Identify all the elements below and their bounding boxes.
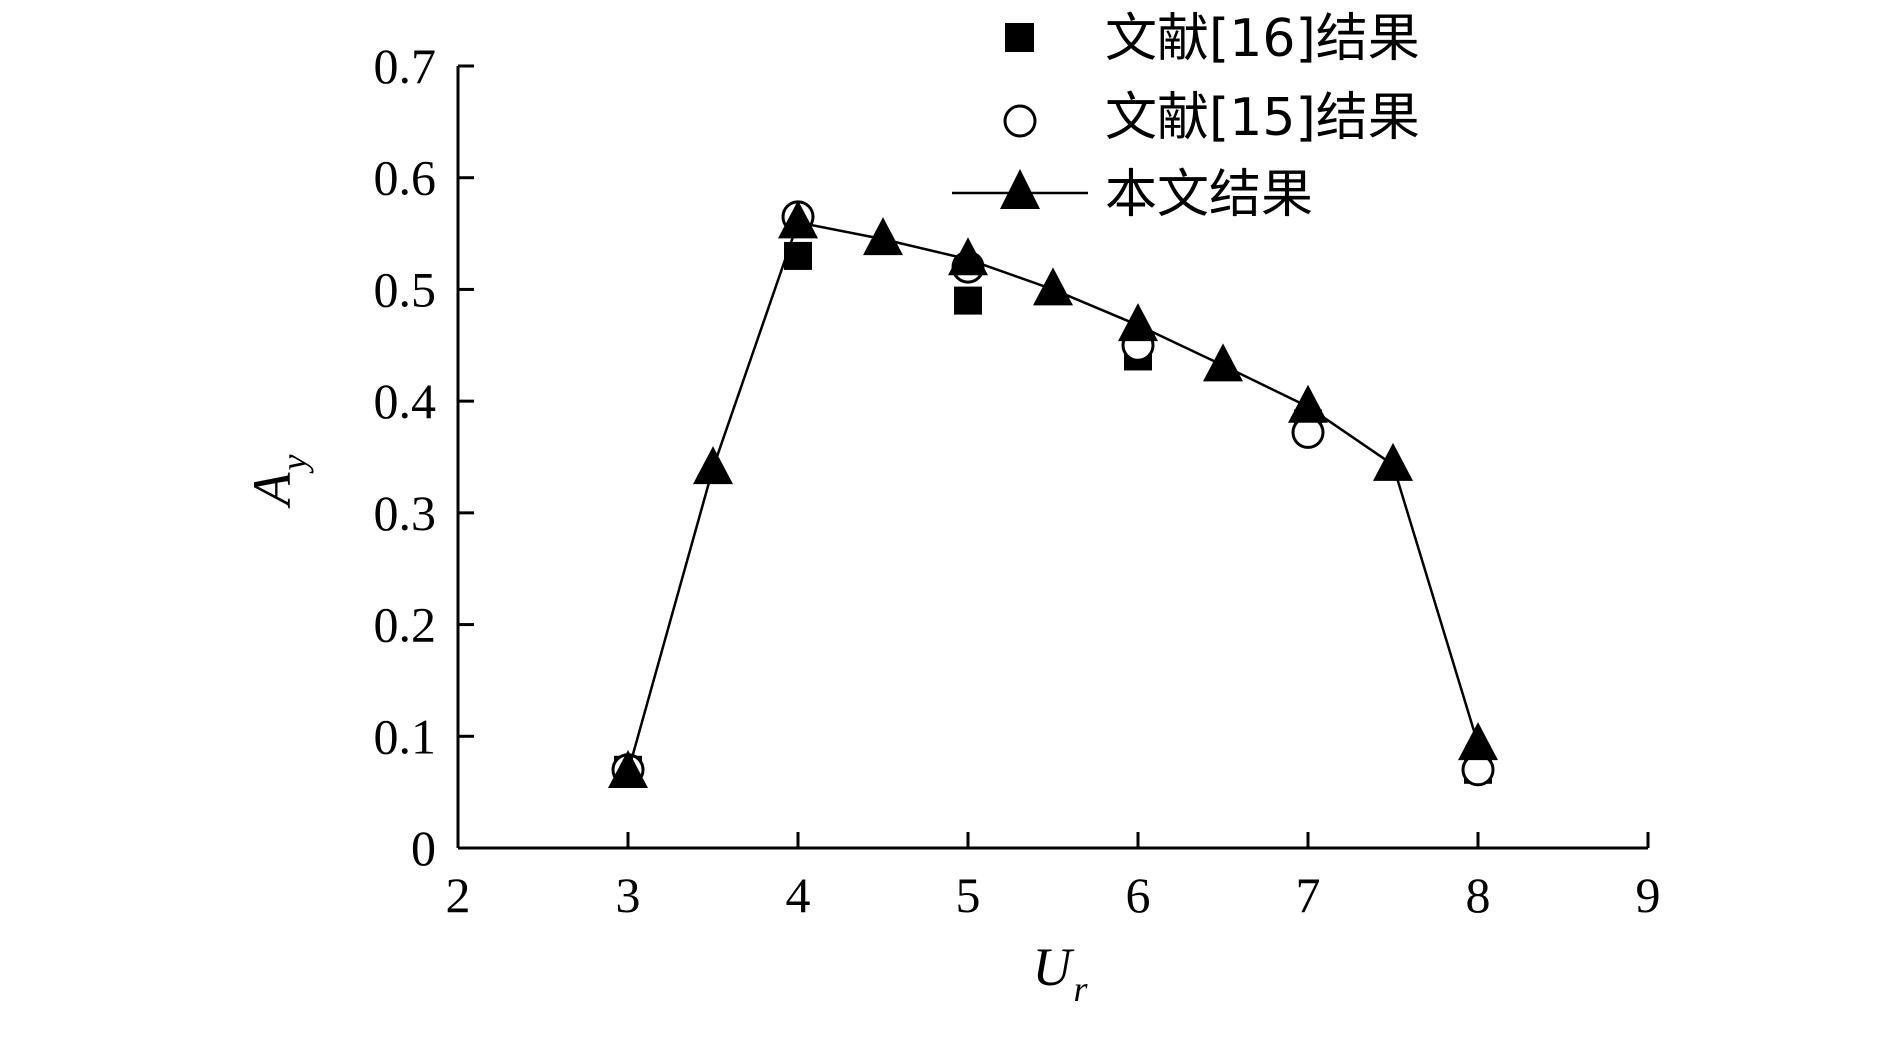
y-axis-title: Ay (242, 454, 314, 508)
x-tick-label: 2 (446, 867, 471, 923)
data-point-triangle (608, 750, 648, 789)
y-tick-label: 0.4 (374, 373, 437, 429)
data-point-triangle (1118, 303, 1158, 342)
x-tick-label: 6 (1126, 867, 1151, 923)
series-layer (608, 200, 1498, 789)
legend-label-this-work: 本文结果 (1105, 165, 1313, 225)
x-tick-label: 7 (1296, 867, 1321, 923)
series-1 (614, 241, 1492, 784)
data-point-square (954, 286, 982, 315)
data-point-triangle (693, 446, 733, 485)
data-point-triangle (1203, 343, 1243, 382)
legend-marker-filled-square (1005, 23, 1034, 52)
legend-label-ref15: 文献[15]结果 (1105, 88, 1420, 148)
data-point-triangle (1373, 442, 1413, 481)
data-point-triangle (1288, 384, 1328, 423)
data-point-triangle (778, 200, 818, 239)
x-axis-title-sub: r (1073, 969, 1088, 1009)
x-tick-label: 8 (1466, 867, 1491, 923)
data-point-square (784, 241, 812, 270)
x-tick-label: 9 (1636, 867, 1661, 923)
x-ticks: 2 3 4 5 6 7 8 9 (446, 832, 1661, 923)
data-point-triangle (948, 237, 988, 276)
y-tick-label: 0.1 (374, 708, 437, 764)
series-3 (608, 200, 1498, 789)
y-tick-label: 0 (411, 820, 436, 876)
axes (456, 66, 1648, 850)
y-ticks: 0 0.1 0.2 0.3 0.4 0.5 0.6 0.7 (374, 38, 474, 876)
y-tick-label: 0.7 (374, 38, 437, 94)
legend-item-ref16: 文献[16]结果 (1005, 9, 1420, 69)
y-tick-label: 0.3 (374, 485, 437, 541)
y-tick-label: 0.5 (374, 261, 437, 317)
x-tick-label: 4 (786, 867, 811, 923)
y-tick-label: 0.6 (374, 150, 437, 206)
x-tick-label: 3 (616, 867, 641, 923)
legend-item-ref15: 文献[15]结果 (1003, 88, 1420, 148)
x-axis-title-base: U (1032, 937, 1074, 997)
y-axis-title-sub: y (274, 454, 314, 473)
legend-marker-open-circle (1003, 104, 1037, 138)
data-point-triangle (863, 217, 903, 256)
x-tick-label: 5 (956, 867, 981, 923)
legend-item-this-work: 本文结果 (952, 165, 1313, 225)
y-axis-title-base: A (242, 471, 302, 508)
legend: 文献[16]结果 文献[15]结果 本文结果 (952, 9, 1420, 225)
legend-label-ref16: 文献[16]结果 (1105, 9, 1420, 69)
y-tick-label: 0.2 (374, 597, 437, 653)
data-point-triangle (1458, 722, 1498, 761)
legend-marker-filled-triangle (1000, 169, 1040, 209)
x-axis-title: Ur (1032, 937, 1088, 1009)
data-point-triangle (1033, 267, 1073, 306)
